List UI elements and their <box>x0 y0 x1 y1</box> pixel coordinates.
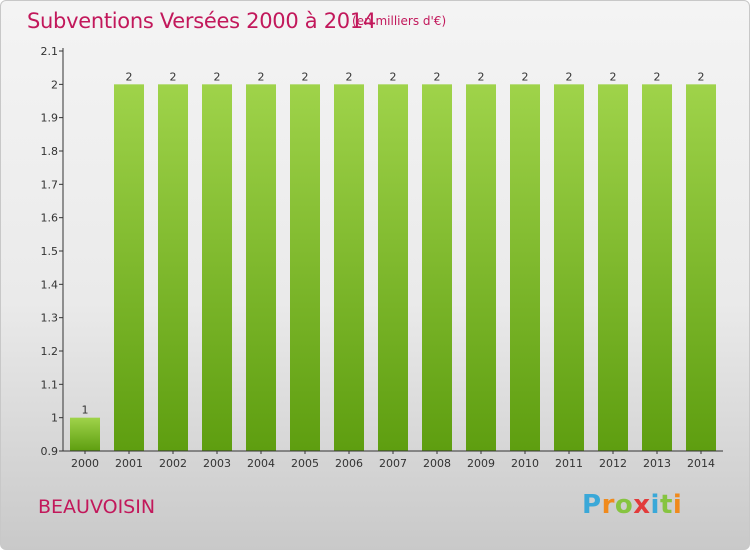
bar <box>510 84 540 451</box>
data-label: 2 <box>390 70 397 83</box>
x-tick-label: 2005 <box>291 457 319 470</box>
y-tick-label: 1.2 <box>41 345 59 358</box>
bar <box>290 84 320 451</box>
bar <box>70 417 100 451</box>
y-tick-label: 1 <box>51 412 58 425</box>
data-label: 2 <box>214 70 221 83</box>
bar <box>598 84 628 451</box>
x-tick-label: 2004 <box>247 457 275 470</box>
x-tick-label: 2008 <box>423 457 451 470</box>
y-tick-label: 1.4 <box>41 278 59 291</box>
y-tick-label: 1.1 <box>41 378 59 391</box>
x-tick-label: 2012 <box>599 457 627 470</box>
bar <box>202 84 232 451</box>
bar <box>246 84 276 451</box>
y-tick-label: 1.7 <box>41 178 59 191</box>
y-tick-label: 2.1 <box>41 45 59 58</box>
data-label: 1 <box>82 404 89 417</box>
data-label: 2 <box>478 70 485 83</box>
y-tick-label: 1.8 <box>41 145 59 158</box>
y-tick-label: 1.3 <box>41 312 59 325</box>
bars-layer: 1 2 2 2 2 2 2 2 2 2 2 2 2 2 2 <box>70 70 716 451</box>
data-label: 2 <box>126 70 133 83</box>
data-label: 2 <box>698 70 705 83</box>
y-tick-label: 1.5 <box>41 245 59 258</box>
y-tick-label: 1.9 <box>41 112 59 125</box>
data-label: 2 <box>302 70 309 83</box>
commune-name: BEAUVOISIN <box>38 496 156 518</box>
x-tick-label: 2007 <box>379 457 407 470</box>
data-label: 2 <box>654 70 661 83</box>
bar <box>686 84 716 451</box>
y-tick-label: 2 <box>51 78 58 91</box>
data-label: 2 <box>566 70 573 83</box>
x-tick-label: 2000 <box>71 457 99 470</box>
bar <box>554 84 584 451</box>
x-tick-label: 2011 <box>555 457 583 470</box>
bar <box>378 84 408 451</box>
data-label: 2 <box>258 70 265 83</box>
data-label: 2 <box>610 70 617 83</box>
x-tick-label: 2013 <box>643 457 671 470</box>
bar <box>422 84 452 451</box>
y-tick-label: 0.9 <box>41 445 59 458</box>
x-tick-label: 2003 <box>203 457 231 470</box>
x-tick-label: 2014 <box>687 457 715 470</box>
chart-title: Subventions Versées 2000 à 2014 <box>27 9 376 33</box>
y-tick-label: 1.6 <box>41 212 59 225</box>
x-tick-label: 2006 <box>335 457 363 470</box>
bar <box>158 84 188 451</box>
data-label: 2 <box>170 70 177 83</box>
proxiti-logo: Proxiti <box>582 490 683 520</box>
x-tick-label: 2002 <box>159 457 187 470</box>
bar <box>466 84 496 451</box>
data-label: 2 <box>434 70 441 83</box>
data-label: 2 <box>522 70 529 83</box>
bar <box>334 84 364 451</box>
bar <box>642 84 672 451</box>
bar <box>114 84 144 451</box>
x-tick-label: 2010 <box>511 457 539 470</box>
chart-unit-label: (en milliers d'€) <box>352 14 447 28</box>
data-label: 2 <box>346 70 353 83</box>
x-tick-label: 2009 <box>467 457 495 470</box>
x-tick-label: 2001 <box>115 457 143 470</box>
axis-layer: 0.9 1 1.1 1.2 1.3 1.4 1.5 1.6 1.7 1.8 1.9 2 2.1 2000 2… <box>41 45 723 470</box>
